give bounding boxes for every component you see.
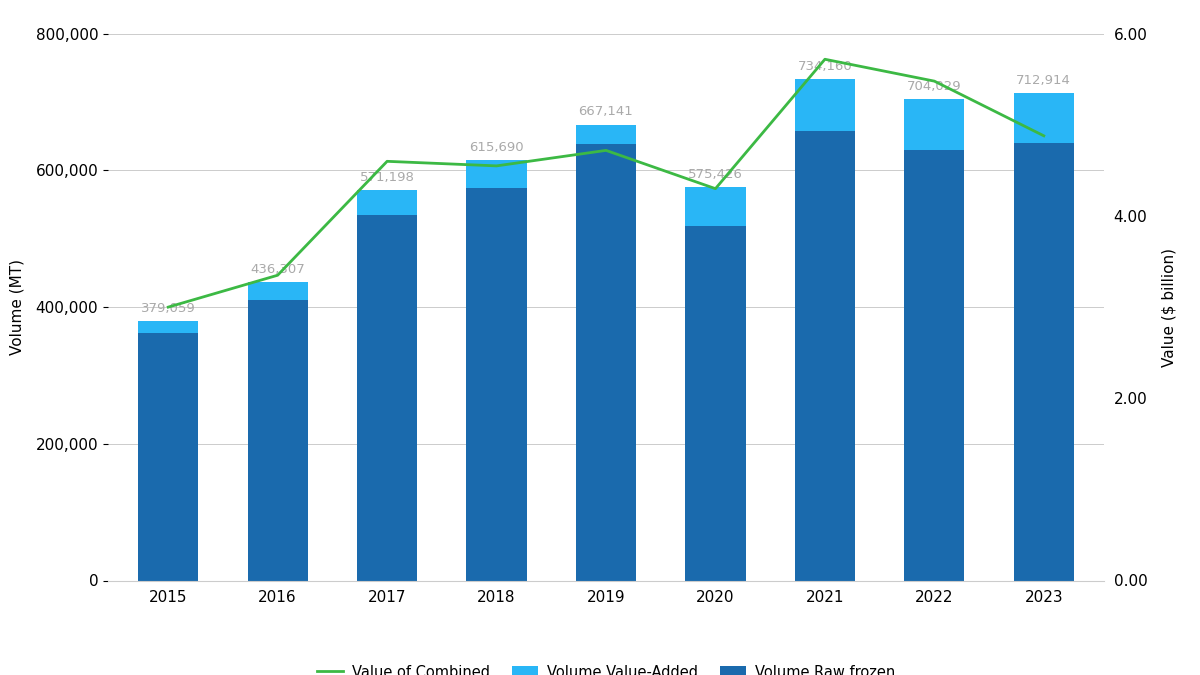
Bar xyxy=(905,99,965,150)
Value of Combined xyxy=(708,185,722,193)
Bar xyxy=(358,215,418,580)
Line: Value of Combined: Value of Combined xyxy=(168,59,1044,307)
Bar xyxy=(247,300,307,580)
Bar xyxy=(358,190,418,215)
Bar xyxy=(794,79,854,131)
Text: 667,141: 667,141 xyxy=(578,105,634,118)
Bar xyxy=(576,144,636,580)
Bar xyxy=(467,160,527,188)
Text: 734,160: 734,160 xyxy=(798,59,852,73)
Text: 615,690: 615,690 xyxy=(469,140,524,154)
Bar xyxy=(247,282,307,300)
Text: 712,914: 712,914 xyxy=(1016,74,1072,87)
Value of Combined xyxy=(599,146,613,155)
Text: 571,198: 571,198 xyxy=(360,171,414,184)
Text: 704,029: 704,029 xyxy=(907,80,961,93)
Bar xyxy=(685,187,745,227)
Text: 575,426: 575,426 xyxy=(688,168,743,181)
Bar xyxy=(685,227,745,580)
Legend: Value of Combined, Volume Value-Added, Volume Raw frozen: Value of Combined, Volume Value-Added, V… xyxy=(311,659,901,675)
Bar xyxy=(138,321,198,333)
Value of Combined xyxy=(270,271,284,279)
Bar xyxy=(794,131,854,580)
Text: 436,307: 436,307 xyxy=(251,263,305,276)
Bar xyxy=(905,150,965,580)
Value of Combined xyxy=(1037,132,1051,140)
Value of Combined xyxy=(490,162,504,170)
Value of Combined xyxy=(817,55,832,63)
Bar xyxy=(138,333,198,580)
Y-axis label: Value ($ billion): Value ($ billion) xyxy=(1162,248,1176,367)
Bar xyxy=(467,188,527,580)
Bar xyxy=(576,125,636,144)
Value of Combined xyxy=(161,303,175,311)
Value of Combined xyxy=(928,77,942,85)
Value of Combined xyxy=(380,157,395,165)
Y-axis label: Volume (MT): Volume (MT) xyxy=(10,259,24,355)
Text: 379,059: 379,059 xyxy=(140,302,196,315)
Bar xyxy=(1014,93,1074,143)
Bar xyxy=(1014,143,1074,580)
